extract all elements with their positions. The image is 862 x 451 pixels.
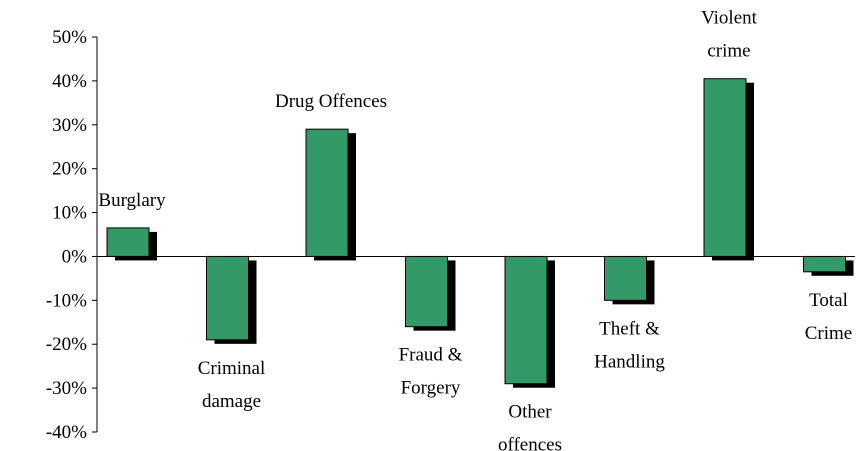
category-label: Criminal (198, 358, 266, 379)
bar (604, 255, 647, 301)
category-label: Other (508, 402, 552, 423)
category-label: Violent (701, 8, 758, 29)
bar (106, 227, 150, 257)
category-label: damage (202, 391, 261, 412)
bar (504, 255, 548, 385)
category-label: Burglary (98, 190, 166, 211)
y-tick-label: -40% (46, 422, 87, 443)
category-label: Handling (594, 351, 665, 372)
y-tick-label: 10% (52, 203, 87, 224)
category-label: Crime (805, 323, 853, 344)
bar (305, 128, 349, 257)
category-label: Total (809, 290, 848, 311)
category-label: Theft & (599, 318, 660, 339)
y-tick-label: 50% (52, 27, 87, 48)
category-label: Forgery (401, 378, 461, 399)
y-tick-label: 40% (52, 71, 87, 92)
y-tick-label: 20% (52, 159, 87, 180)
y-tick-label: -20% (46, 334, 87, 355)
bar (703, 78, 747, 257)
y-tick-label: -30% (46, 378, 87, 399)
bar (206, 255, 249, 341)
y-tick-label: 0% (62, 246, 88, 267)
y-tick-label: 30% (52, 115, 87, 136)
category-label: Drug Offences (275, 91, 387, 112)
bar (803, 255, 846, 273)
category-label: crime (707, 41, 750, 62)
category-label: Fraud & (399, 345, 463, 366)
bar (405, 255, 448, 328)
y-tick-label: -10% (46, 290, 87, 311)
category-label: offences (498, 435, 562, 451)
